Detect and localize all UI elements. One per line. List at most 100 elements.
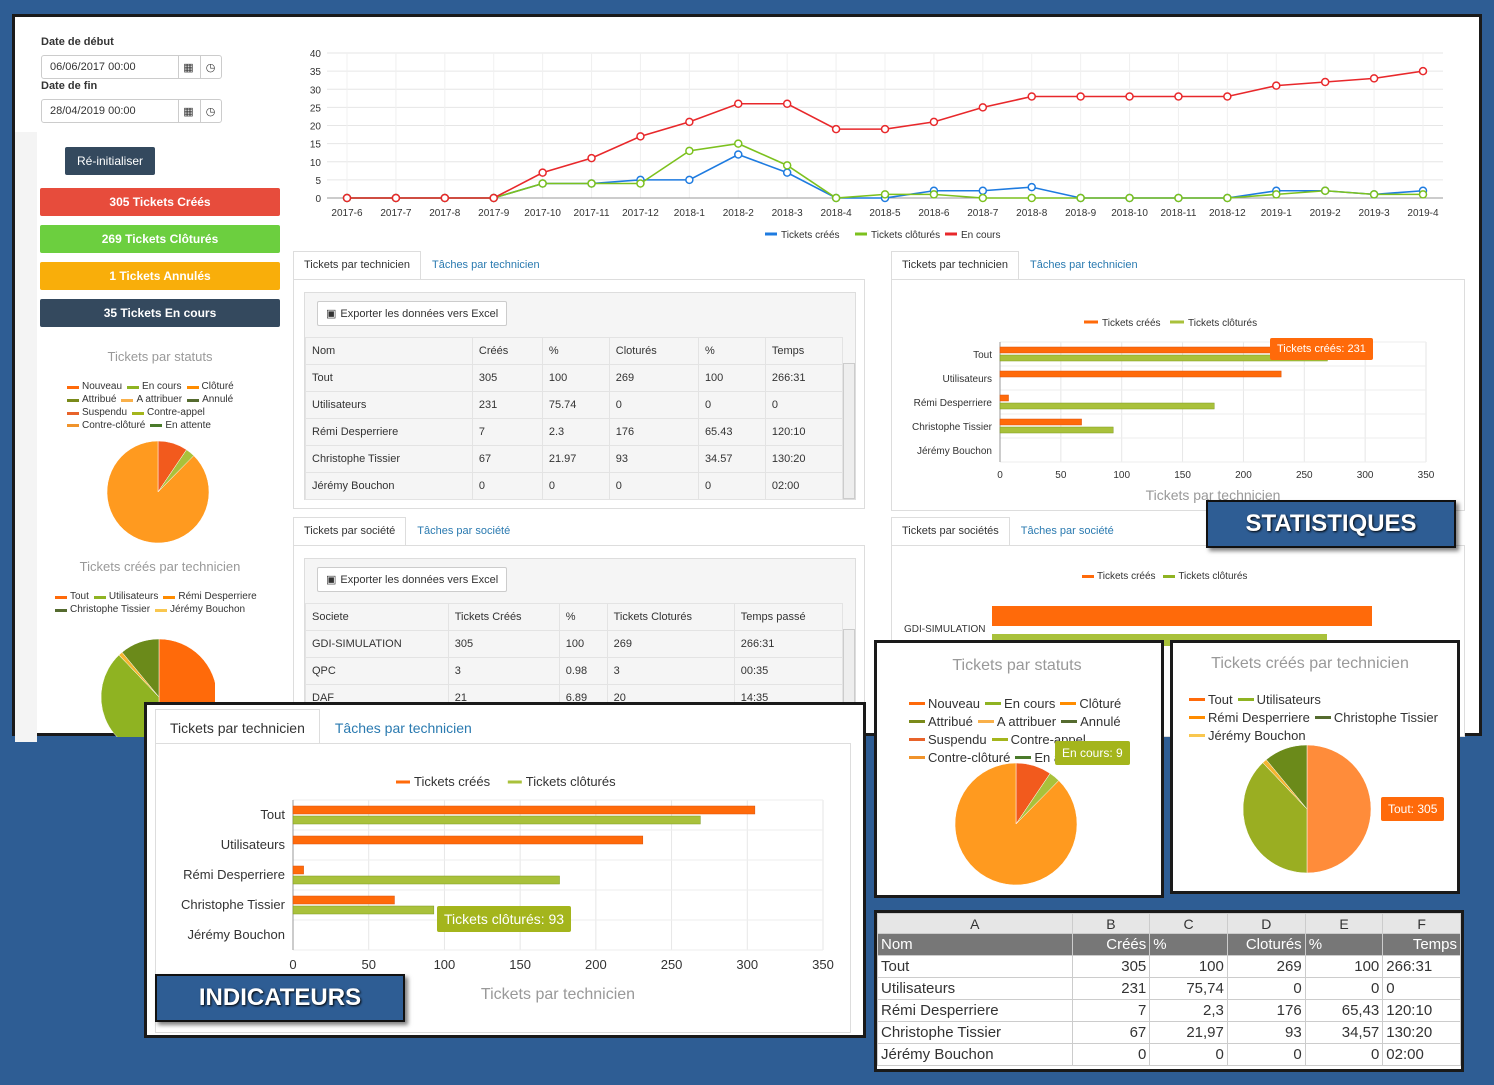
excel-cell[interactable]: 0 [1304, 977, 1384, 1000]
stat-cancelled[interactable]: 1 Tickets Annulés [40, 262, 280, 290]
excel-col-header[interactable]: D [1226, 913, 1306, 934]
excel-cell[interactable]: Utilisateurs [877, 977, 1073, 1000]
excel-header-cell[interactable]: % [1149, 933, 1228, 956]
excel-cell[interactable]: 130:20 [1382, 1021, 1461, 1044]
stat-created[interactable]: 305 Tickets Créés [40, 188, 280, 216]
end-date-input[interactable]: 28/04/2019 00:00 ▦ ◷ [41, 99, 222, 123]
excel-cell[interactable]: 7 [1071, 999, 1151, 1022]
excel-cell[interactable]: Tout [877, 955, 1073, 978]
excel-cell[interactable]: 65,43 [1304, 999, 1384, 1022]
tab-tickets-technicien[interactable]: Tickets par technicien [155, 709, 320, 745]
legend-item[interactable]: Contre-appel [132, 407, 205, 420]
excel-cell[interactable]: 266:31 [1382, 955, 1461, 978]
legend-item[interactable]: Utilisateurs [93, 591, 158, 604]
legend-item[interactable]: Christophe Tissier [55, 604, 150, 617]
excel-cell[interactable]: 120:10 [1382, 999, 1461, 1022]
excel-cell[interactable]: 2,3 [1149, 999, 1228, 1022]
excel-cell[interactable]: 305 [1071, 955, 1151, 978]
excel-cell[interactable]: 231 [1071, 977, 1151, 1000]
legend-item[interactable]: Utilisateurs [1237, 692, 1321, 707]
table-row[interactable]: Rémi Desperriere 7 2.3 176 65.43 120:10 [305, 418, 844, 446]
legend-item[interactable]: Jérémy Bouchon [155, 604, 245, 617]
legend-item[interactable]: Jérémy Bouchon [1189, 728, 1306, 743]
excel-cell[interactable]: 100 [1149, 955, 1228, 978]
column-header[interactable]: % [697, 337, 766, 365]
legend-item[interactable]: Rémi Desperriere [1189, 710, 1310, 725]
table-row[interactable]: Tout 305 100 269 100 266:31 [305, 364, 844, 392]
legend-item[interactable]: Contre-clôturé [909, 750, 1010, 765]
tab-tickets-societe[interactable]: Tickets par société [293, 517, 407, 545]
legend-item[interactable]: Suspendu [909, 732, 987, 747]
tab-tickets-societes[interactable]: Tickets par sociétés [891, 517, 1010, 545]
tab-taches-societe[interactable]: Tâches par société [406, 517, 522, 545]
excel-cell[interactable]: 0 [1226, 1043, 1306, 1066]
excel-header-cell[interactable]: Cloturés [1226, 933, 1306, 956]
tab-tickets-technicien[interactable]: Tickets par technicien [293, 251, 421, 279]
legend-item[interactable]: Attribué [909, 714, 973, 729]
legend-item[interactable]: A attribuer [121, 394, 182, 407]
column-header[interactable]: Créés [471, 337, 543, 365]
excel-row[interactable]: Utilisateurs 231 75,74 0 0 0 [877, 977, 1461, 1000]
excel-cell[interactable]: 0 [1304, 1043, 1384, 1066]
reset-button[interactable]: Ré-initialiser [65, 147, 155, 175]
excel-cell[interactable]: 0 [1071, 1043, 1151, 1066]
calendar-icon[interactable]: ▦ [178, 100, 198, 122]
excel-cell[interactable]: 02:00 [1382, 1043, 1461, 1066]
excel-cell[interactable]: Rémi Desperriere [877, 999, 1073, 1022]
excel-cell[interactable]: 0 [1226, 977, 1306, 1000]
legend-item[interactable]: Suspendu [67, 407, 127, 420]
clock-icon[interactable]: ◷ [200, 100, 220, 122]
calendar-icon[interactable]: ▦ [178, 56, 198, 78]
excel-header-cell[interactable]: % [1304, 933, 1384, 956]
legend-item[interactable]: Contre-clôturé [67, 420, 145, 433]
legend-item[interactable]: En attente [150, 420, 211, 433]
column-header[interactable]: % [558, 603, 608, 631]
column-header[interactable]: Cloturés [608, 337, 699, 365]
column-header[interactable]: Tickets Créés [447, 603, 560, 631]
excel-row[interactable]: Rémi Desperriere 7 2,3 176 65,43 120:10 [877, 999, 1461, 1022]
excel-cell[interactable]: 75,74 [1149, 977, 1228, 1000]
clock-icon[interactable]: ◷ [200, 56, 220, 78]
legend-item[interactable]: Nouveau [909, 696, 980, 711]
table-row[interactable]: Christophe Tissier 67 21.97 93 34.57 130:20 [305, 445, 844, 473]
stat-ongoing[interactable]: 35 Tickets En cours [40, 299, 280, 327]
legend-item[interactable]: Tout [55, 591, 89, 604]
scrollbar[interactable] [843, 363, 855, 499]
excel-col-header[interactable]: B [1071, 913, 1151, 934]
excel-cell[interactable]: 176 [1226, 999, 1306, 1022]
excel-cell[interactable]: 34,57 [1304, 1021, 1384, 1044]
excel-col-header[interactable]: C [1149, 913, 1228, 934]
excel-header-cell[interactable]: Nom [877, 933, 1073, 956]
export-excel-button[interactable]: ▣ Exporter les données vers Excel [317, 567, 508, 592]
column-header[interactable]: Nom [305, 337, 473, 365]
excel-row[interactable]: Tout 305 100 269 100 266:31 [877, 955, 1461, 978]
table-row[interactable]: Jérémy Bouchon 0 0 0 0 02:00 [305, 472, 844, 500]
stat-closed[interactable]: 269 Tickets Clôturés [40, 225, 280, 253]
excel-col-header[interactable]: F [1382, 913, 1461, 934]
excel-row[interactable]: Christophe Tissier 67 21,97 93 34,57 130:20 [877, 1021, 1461, 1044]
column-header[interactable]: Tickets Cloturés [606, 603, 735, 631]
tab-taches-technicien[interactable]: Tâches par technicien [420, 251, 551, 279]
legend-item[interactable]: Annulé [1061, 714, 1121, 729]
legend-item[interactable]: En cours [985, 696, 1055, 711]
export-excel-button[interactable]: ▣ Exporter les données vers Excel [317, 301, 508, 326]
tab-tickets-technicien[interactable]: Tickets par technicien [891, 251, 1019, 279]
excel-header-cell[interactable]: Temps [1382, 933, 1461, 956]
legend-item[interactable]: Rémi Desperriere [163, 591, 257, 604]
excel-row[interactable]: Jérémy Bouchon 0 0 0 0 02:00 [877, 1043, 1461, 1066]
excel-col-header[interactable]: E [1304, 913, 1384, 934]
excel-cell[interactable]: 0 [1149, 1043, 1228, 1066]
excel-col-header[interactable]: A [877, 913, 1073, 934]
excel-cell[interactable]: 269 [1226, 955, 1306, 978]
excel-header-cell[interactable]: Créés [1071, 933, 1151, 956]
excel-cell[interactable]: 100 [1304, 955, 1384, 978]
legend-item[interactable]: Tout [1189, 692, 1233, 707]
legend-item[interactable]: En cours [127, 381, 182, 394]
tab-taches-technicien[interactable]: Tâches par technicien [1018, 251, 1149, 279]
legend-item[interactable]: A attribuer [977, 714, 1056, 729]
column-header[interactable]: Societe [305, 603, 449, 631]
legend-item[interactable]: Christophe Tissier [1314, 710, 1438, 725]
excel-cell[interactable]: 21,97 [1149, 1021, 1228, 1044]
excel-cell[interactable]: 67 [1071, 1021, 1151, 1044]
tab-taches-societe[interactable]: Tâches par société [1009, 517, 1125, 545]
